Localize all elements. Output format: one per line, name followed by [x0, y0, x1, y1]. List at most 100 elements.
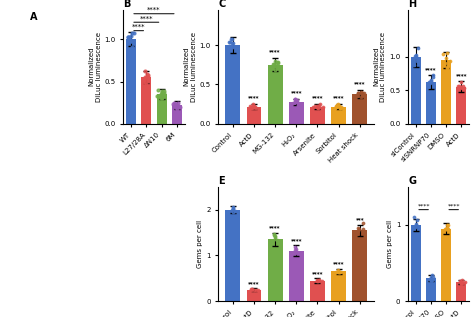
Point — [335, 270, 342, 275]
Point — [251, 105, 258, 110]
Bar — [426, 278, 437, 301]
Point — [158, 94, 166, 99]
Point — [249, 105, 256, 110]
Point — [225, 43, 232, 48]
Point — [354, 228, 362, 233]
Point — [226, 39, 234, 44]
Point — [358, 93, 365, 98]
Point — [428, 277, 435, 282]
Point — [357, 91, 365, 96]
Point — [315, 104, 323, 109]
Bar — [426, 82, 437, 124]
Point — [145, 79, 152, 84]
Point — [293, 249, 301, 254]
Point — [424, 85, 431, 90]
Y-axis label: Gems per cell: Gems per cell — [387, 220, 393, 268]
Point — [141, 80, 149, 85]
Text: B: B — [123, 0, 131, 9]
Point — [354, 90, 362, 95]
Point — [356, 226, 363, 231]
Point — [292, 249, 299, 254]
Point — [249, 103, 257, 108]
Point — [246, 104, 254, 109]
Point — [254, 287, 262, 292]
Bar — [225, 210, 240, 301]
Point — [425, 79, 433, 84]
Point — [173, 104, 180, 109]
Point — [173, 107, 181, 112]
Point — [414, 46, 421, 51]
Point — [337, 105, 344, 110]
Point — [458, 86, 466, 91]
Point — [291, 247, 299, 252]
Point — [247, 105, 255, 110]
Point — [170, 102, 177, 107]
Point — [292, 97, 299, 102]
Point — [335, 104, 343, 109]
Point — [332, 105, 340, 110]
Point — [413, 217, 421, 223]
Point — [158, 91, 165, 96]
Bar — [411, 225, 421, 301]
Point — [440, 52, 447, 57]
Point — [334, 101, 342, 107]
Bar — [310, 107, 325, 124]
Point — [274, 59, 282, 64]
Point — [158, 89, 165, 94]
Point — [429, 274, 437, 279]
Point — [172, 102, 180, 107]
Point — [429, 73, 437, 78]
Point — [412, 223, 419, 229]
Point — [457, 79, 465, 84]
Text: ****: **** — [132, 24, 146, 30]
Point — [441, 60, 449, 65]
Point — [173, 104, 181, 109]
Point — [310, 104, 317, 109]
Point — [272, 236, 279, 242]
Point — [314, 278, 322, 283]
Point — [412, 221, 420, 226]
Point — [247, 104, 255, 109]
Point — [428, 278, 435, 283]
Text: C: C — [218, 0, 226, 9]
Point — [173, 104, 180, 109]
Bar — [246, 107, 261, 124]
Point — [229, 41, 237, 46]
Point — [251, 104, 258, 109]
Text: ****: **** — [291, 90, 302, 95]
Text: ****: **** — [147, 7, 161, 13]
Point — [313, 277, 321, 282]
Point — [273, 64, 281, 69]
Point — [412, 223, 419, 228]
Point — [173, 102, 180, 107]
Point — [272, 61, 280, 66]
Point — [412, 54, 419, 59]
Point — [443, 50, 451, 55]
Point — [229, 205, 237, 210]
Point — [139, 79, 147, 84]
Point — [157, 92, 165, 97]
Bar — [268, 239, 283, 301]
Point — [274, 60, 282, 65]
Point — [270, 61, 278, 66]
Point — [360, 93, 368, 98]
Point — [271, 232, 278, 237]
Y-axis label: Normalized
DiLuc luminescence: Normalized DiLuc luminescence — [374, 32, 386, 102]
Point — [145, 72, 152, 77]
Point — [252, 105, 259, 110]
Point — [227, 43, 235, 49]
Point — [360, 91, 368, 96]
Point — [230, 206, 237, 211]
Point — [153, 93, 161, 98]
Point — [140, 77, 147, 82]
Point — [358, 91, 365, 96]
Point — [333, 102, 340, 107]
Point — [457, 280, 465, 285]
Point — [336, 104, 343, 109]
Point — [426, 81, 434, 86]
Bar — [456, 87, 466, 124]
Text: ****: **** — [447, 203, 460, 208]
Text: A: A — [30, 12, 37, 22]
Text: ****: **** — [312, 271, 323, 276]
Point — [314, 104, 321, 109]
